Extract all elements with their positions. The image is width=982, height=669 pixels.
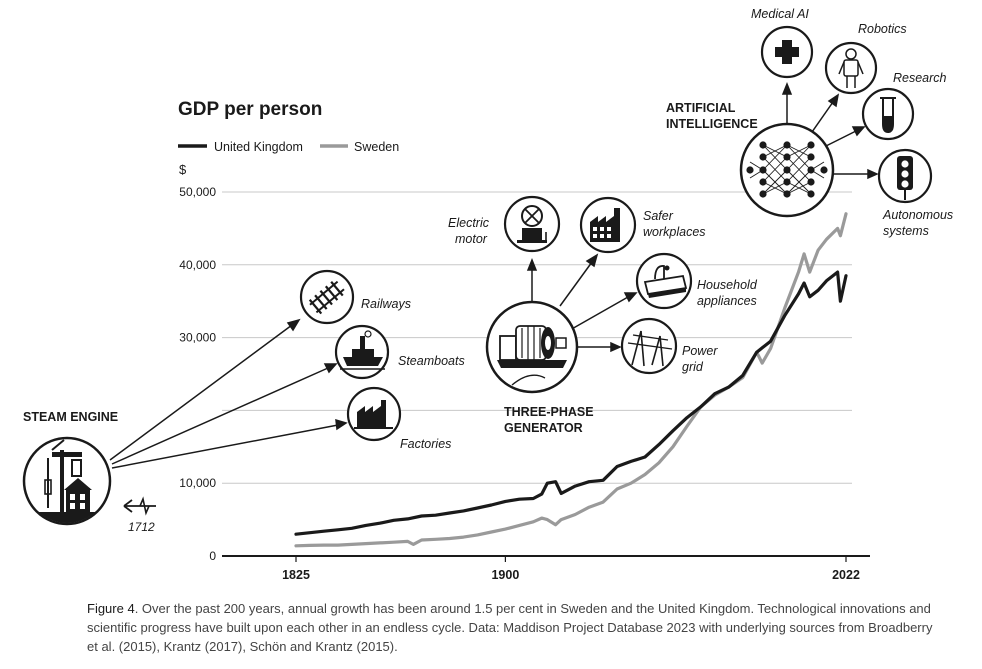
x-tick-label: 1825 xyxy=(282,568,310,582)
autonomous-label-line1: Autonomous xyxy=(882,208,953,222)
caption-text: . Over the past 200 years, annual growth… xyxy=(87,601,932,654)
generator-title-line1: THREE-PHASE xyxy=(504,405,594,419)
x-tick-label: 1900 xyxy=(491,568,519,582)
electric-motor-label-line1: Electric xyxy=(448,216,490,230)
y-tick-label: 30,000 xyxy=(179,331,216,345)
test-tube-icon xyxy=(863,89,913,139)
railways-label: Railways xyxy=(361,297,411,311)
traffic-light-icon xyxy=(879,150,931,202)
x-tick-label: 2022 xyxy=(832,568,860,582)
neural-network-icon xyxy=(741,124,833,216)
robotics-label: Robotics xyxy=(858,22,907,36)
research-label: Research xyxy=(893,71,947,85)
figure-caption: Figure 4. Over the past 200 years, annua… xyxy=(87,599,937,656)
robot-icon xyxy=(826,43,876,93)
steam-engine-icon xyxy=(24,438,110,526)
generator-icon xyxy=(487,302,577,392)
generator-title-line2: GENERATOR xyxy=(504,421,583,435)
medical-ai-label: Medical AI xyxy=(751,7,809,21)
electric-motor-icon xyxy=(505,197,559,251)
household-appliances-icon xyxy=(637,254,691,308)
steam-engine-group: STEAM ENGINE xyxy=(23,271,465,534)
y-tick-label: 0 xyxy=(209,549,216,563)
legend-label-uk: United Kingdom xyxy=(214,140,303,154)
legend: United Kingdom Sweden xyxy=(178,140,399,154)
y-tick-label: 50,000 xyxy=(179,185,216,199)
railways-icon xyxy=(301,271,353,323)
chart-title: GDP per person xyxy=(178,99,322,120)
factories-label: Factories xyxy=(400,437,451,451)
legend-label-sweden: Sweden xyxy=(354,140,399,154)
year-marker: 1712 xyxy=(124,499,156,534)
series-lines xyxy=(296,214,846,546)
ai-title-line2: INTELLIGENCE xyxy=(666,117,758,131)
steam-engine-title: STEAM ENGINE xyxy=(23,410,118,424)
power-grid-icon xyxy=(622,319,676,373)
year-1712-label: 1712 xyxy=(128,520,155,534)
power-grid-label-line2: grid xyxy=(682,360,704,374)
factory-icon xyxy=(348,388,400,440)
series-line-sweden xyxy=(296,214,846,546)
safer-workplaces-label-line2: workplaces xyxy=(643,225,706,239)
steamboat-icon xyxy=(336,326,388,378)
ai-group: ARTIFICIAL INTELLIGENCE xyxy=(666,7,953,238)
household-appliances-label-line1: Household xyxy=(697,278,758,292)
power-grid-label-line1: Power xyxy=(682,344,718,358)
caption-figure-label: Figure 4 xyxy=(87,601,135,616)
electric-motor-label-line2: motor xyxy=(455,232,488,246)
autonomous-label-line2: systems xyxy=(883,224,929,238)
ai-title-line1: ARTIFICIAL xyxy=(666,101,736,115)
gdp-figure: 0 10,000 30,000 40,000 50,000 1825 1900 2022 GD… xyxy=(0,0,982,590)
y-tick-label: 40,000 xyxy=(179,258,216,272)
y-tick-label: 10,000 xyxy=(179,476,216,490)
y-axis-label: $ xyxy=(179,162,187,177)
safer-workplaces-label-line1: Safer xyxy=(643,209,674,223)
steamboats-label: Steamboats xyxy=(398,354,465,368)
household-appliances-label-line2: appliances xyxy=(697,294,757,308)
medical-cross-icon xyxy=(762,27,812,77)
safer-workplaces-icon xyxy=(581,198,635,252)
